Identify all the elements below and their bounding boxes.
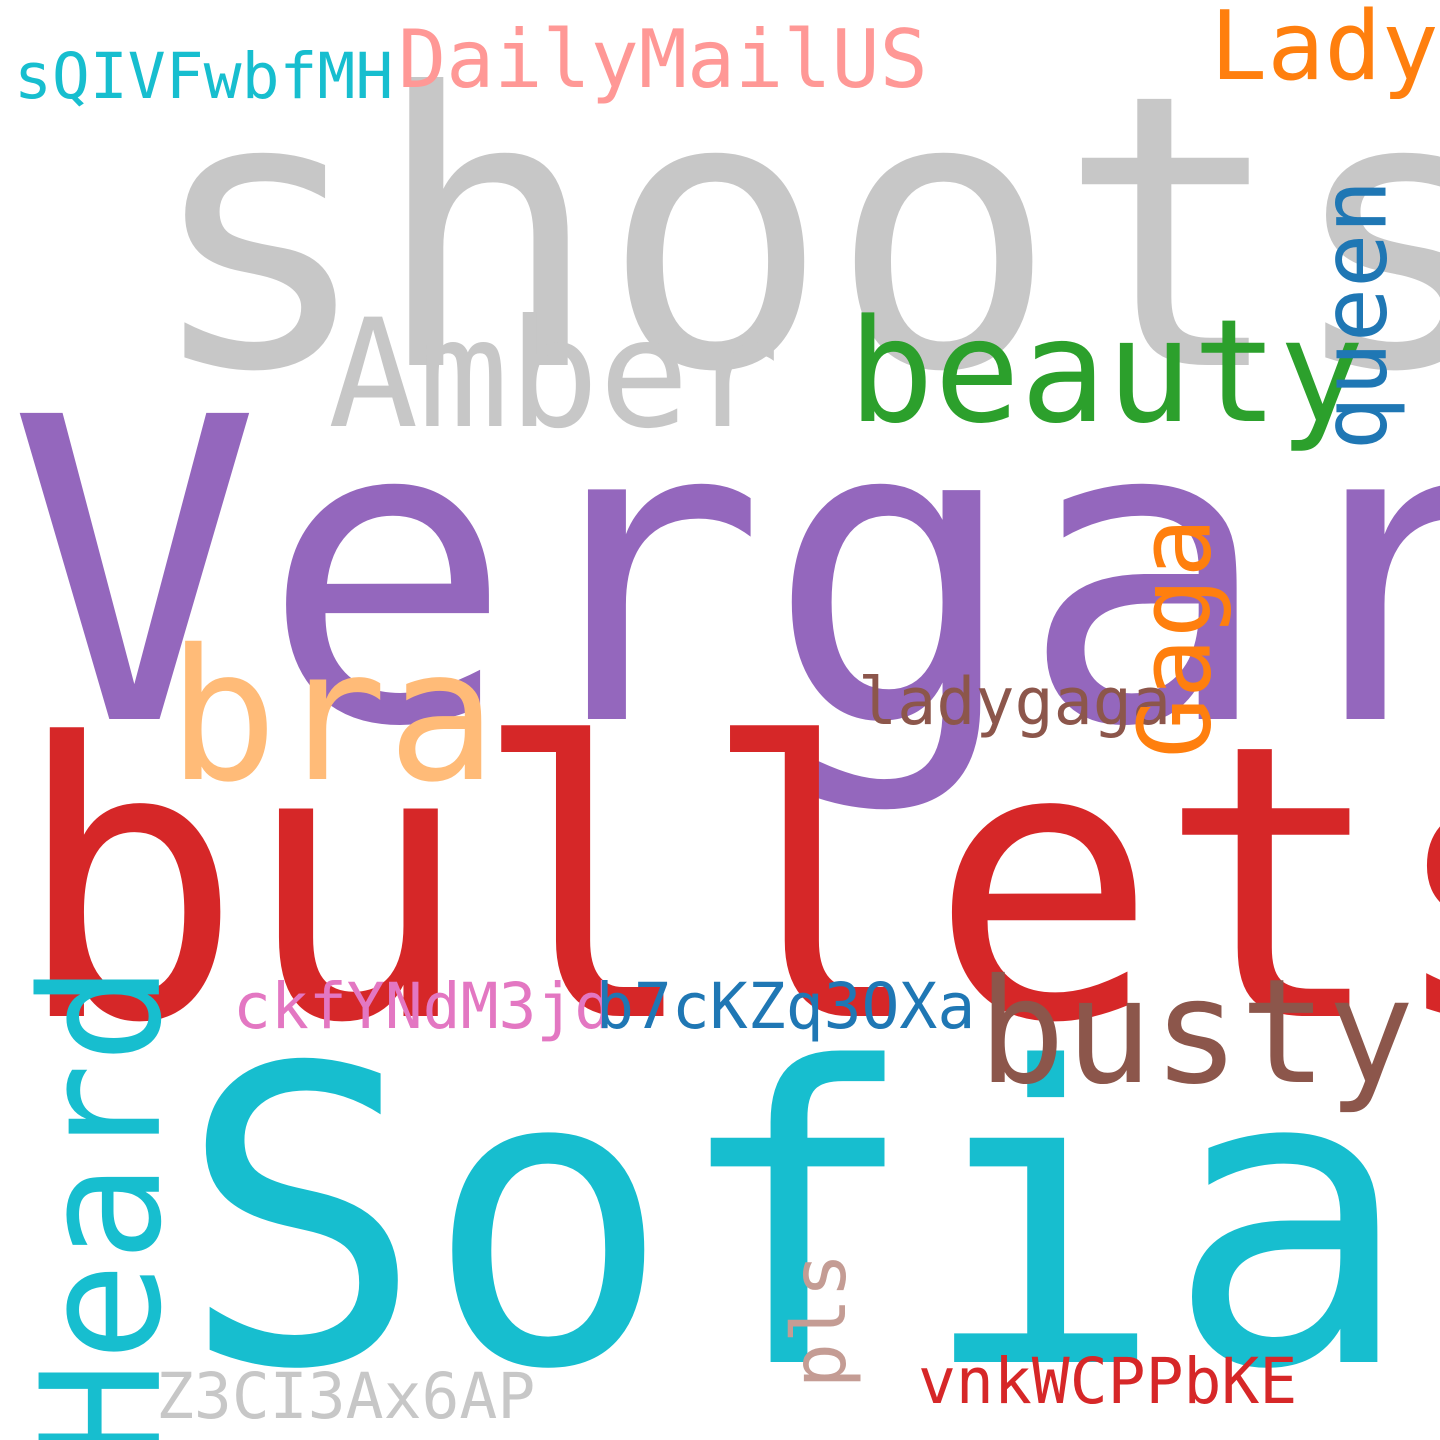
word-heard: Heard [6, 964, 199, 1440]
word-busty: busty [978, 948, 1415, 1117]
word-queen-wrapper: queen [1302, 175, 1407, 455]
word-sofia: Sofia [178, 981, 1413, 1440]
word-pls: pls [775, 1252, 864, 1388]
word-heard-wrapper: Heard [6, 964, 198, 1440]
word-vnkwcppbke: vnkWCPPbKE [918, 1345, 1298, 1418]
word-vergara: Vergara [8, 330, 1440, 819]
word-b7ckzq3oxa: b7cKZq3OXa [596, 970, 976, 1043]
word-gaga: Gaga [1116, 517, 1234, 758]
word-ckfyndm3jd: ckfYNdM3jd [233, 970, 613, 1043]
word-z3ci3ax6ap: Z3CI3Ax6AP [156, 1360, 536, 1433]
word-shoots: shoots [145, 14, 1440, 455]
word-bullets: bullets [14, 663, 1440, 1106]
word-sqivfwbfmh: sQIVFwbfMH [14, 40, 394, 113]
word-lady: Lady [1210, 0, 1439, 102]
word-amber: Amber [328, 288, 780, 462]
word-dailymailus: DailyMailUS [398, 13, 928, 106]
word-bra: bra [168, 610, 497, 822]
word-queen: queen [1302, 179, 1407, 451]
word-beauty: beauty [848, 288, 1365, 455]
word-gaga-wrapper: Gaga [1116, 517, 1233, 758]
word-ladygaga: ladygaga [858, 665, 1172, 740]
word-pls-wrapper: pls [776, 1252, 864, 1387]
